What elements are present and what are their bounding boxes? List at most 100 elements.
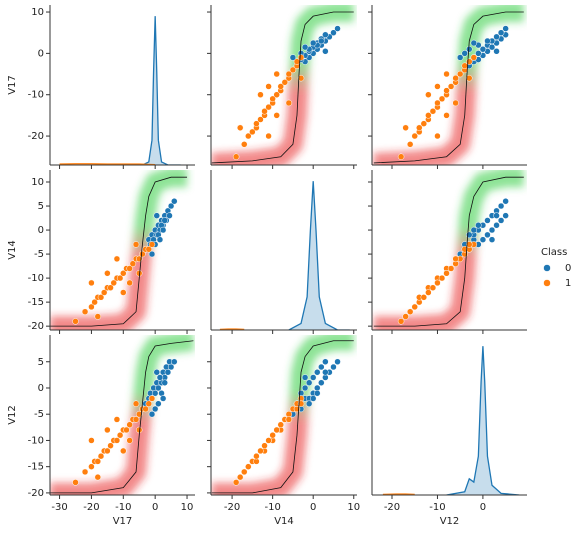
point <box>502 212 509 219</box>
legend-label: 1 <box>565 278 571 289</box>
point <box>72 318 79 325</box>
point <box>126 279 133 287</box>
point <box>461 50 468 57</box>
point <box>159 395 167 402</box>
point <box>110 279 117 287</box>
curve-line <box>373 176 524 327</box>
point <box>488 226 496 234</box>
point <box>91 298 98 306</box>
point <box>466 241 473 248</box>
point <box>245 463 252 470</box>
point <box>314 368 321 376</box>
point <box>406 141 414 148</box>
kde-line <box>288 181 350 330</box>
point <box>273 91 280 98</box>
point <box>406 308 414 315</box>
point <box>466 74 473 82</box>
point <box>132 416 140 423</box>
x-tick-label: -20 <box>83 502 99 513</box>
point <box>322 31 329 39</box>
point <box>120 270 127 277</box>
point <box>257 91 264 98</box>
point <box>261 442 268 449</box>
point <box>129 260 137 267</box>
x-tick-label: -30 <box>51 502 67 513</box>
point <box>104 447 111 455</box>
point <box>88 279 95 287</box>
point <box>305 379 313 386</box>
point <box>452 255 459 263</box>
point <box>466 231 473 239</box>
point <box>470 39 478 47</box>
point <box>132 400 140 407</box>
point <box>429 284 437 291</box>
point <box>236 124 244 132</box>
x-axis-label: V14 <box>274 516 294 527</box>
point <box>447 83 455 90</box>
point <box>167 202 175 210</box>
point <box>273 112 280 119</box>
point <box>245 132 252 140</box>
point <box>434 83 441 90</box>
point <box>301 384 309 392</box>
point <box>269 431 276 439</box>
panel <box>50 170 188 330</box>
point <box>456 54 464 61</box>
kde-line <box>446 346 520 495</box>
x-tick-label: -10 <box>115 502 131 513</box>
point <box>470 54 478 61</box>
point <box>277 421 285 428</box>
y-tick-label: 0 <box>38 48 44 59</box>
y-tick-label: -15 <box>28 297 44 308</box>
point <box>488 236 496 243</box>
point <box>493 48 500 55</box>
point <box>132 241 140 248</box>
point <box>236 473 244 481</box>
point <box>113 416 121 423</box>
point <box>322 368 329 376</box>
point <box>434 279 441 287</box>
point <box>289 54 297 61</box>
point <box>322 48 329 55</box>
point <box>443 270 450 277</box>
point <box>126 437 133 444</box>
x-tick-label: 10 <box>347 502 360 513</box>
point <box>297 74 305 82</box>
point <box>104 426 111 434</box>
point <box>269 95 276 103</box>
point <box>434 99 441 107</box>
point <box>309 39 317 47</box>
y-tick-label: -20 <box>28 488 44 499</box>
y-tick-label: -15 <box>28 462 44 473</box>
point <box>301 43 309 51</box>
point <box>484 231 491 239</box>
point <box>443 70 450 78</box>
glow-band <box>50 170 188 330</box>
point <box>145 246 153 253</box>
x-tick-label: -20 <box>224 502 240 513</box>
point <box>488 43 496 51</box>
point <box>318 37 325 45</box>
legend-marker <box>543 264 551 272</box>
point <box>493 33 500 41</box>
kde-line <box>142 16 181 165</box>
point <box>126 265 133 272</box>
point <box>261 108 268 115</box>
point <box>479 236 487 243</box>
point <box>322 358 329 366</box>
point <box>148 410 156 418</box>
point <box>318 379 325 386</box>
point <box>94 473 102 481</box>
point <box>475 222 482 229</box>
x-tick-label: -10 <box>429 502 445 513</box>
curve-line <box>373 11 524 164</box>
point <box>497 29 505 36</box>
point <box>148 241 156 248</box>
point <box>126 421 133 428</box>
point <box>104 270 111 277</box>
point <box>253 120 260 127</box>
point <box>113 255 121 263</box>
x-axis-label: V12 <box>440 516 460 527</box>
y-axis-label: V14 <box>7 240 18 260</box>
y-tick-label: -10 <box>28 90 44 101</box>
